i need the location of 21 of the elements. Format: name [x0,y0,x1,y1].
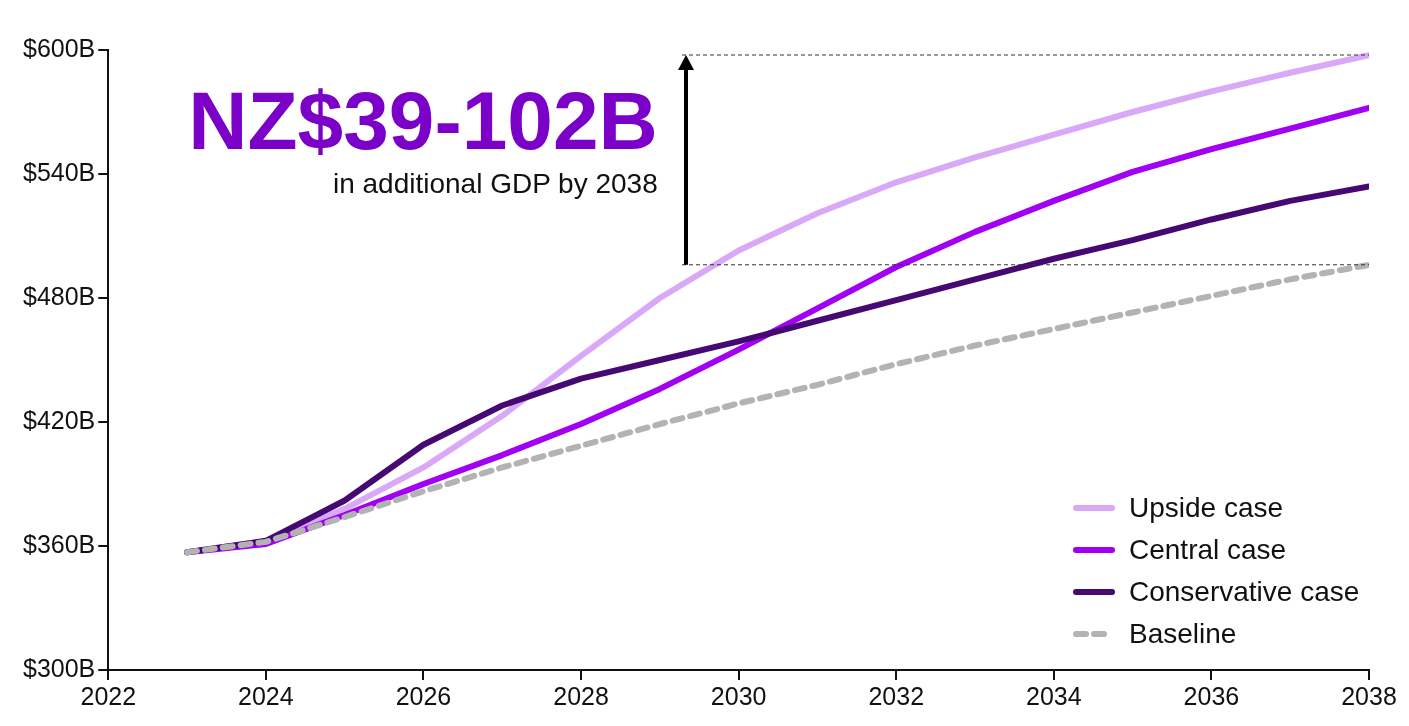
legend-label: Conservative case [1129,576,1360,608]
x-tick-label: 2024 [238,681,294,710]
x-tick-label: 2030 [710,681,767,710]
y-tick-label: $480B [22,281,96,310]
legend-label: Central case [1129,534,1287,566]
legend-label: Upside case [1129,492,1284,524]
x-tick-label: 2038 [1341,681,1397,710]
y-tick-label: $420B [22,405,96,434]
y-tick-label: $300B [22,653,96,682]
annotation: NZ$39-102B [188,75,658,166]
x-tick-label: 2028 [553,681,609,710]
x-tick-label: 2026 [395,681,452,710]
y-tick-label: $540B [22,157,96,186]
x-tick-label: 2022 [80,681,137,710]
x-tick-label: 2032 [868,681,925,710]
y-tick-label: $600B [22,33,96,62]
x-tick-label: 2034 [1026,681,1082,710]
y-tick-label: $360B [22,529,96,558]
annotation: in additional GDP by 2038 [331,168,658,200]
legend-label: Baseline [1129,618,1237,650]
x-tick-label: 2036 [1183,681,1240,710]
